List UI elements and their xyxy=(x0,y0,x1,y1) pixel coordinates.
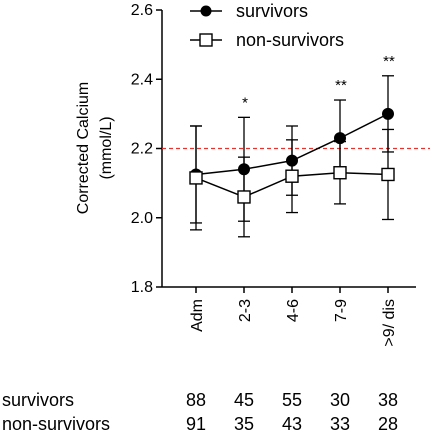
y-tick-label: 2.4 xyxy=(131,71,153,88)
series-non-survivors xyxy=(189,125,395,238)
count-cell: 55 xyxy=(281,390,303,410)
annotations-group: ***** xyxy=(242,53,395,112)
count-row-survivors: survivors 88 45 55 30 38 xyxy=(0,390,440,412)
significance-marker: * xyxy=(242,94,248,111)
legend: survivors non-survivors xyxy=(190,1,344,50)
count-cell: 30 xyxy=(329,390,351,410)
x-tick-label: >9/ dis xyxy=(381,299,398,347)
legend-marker xyxy=(200,5,212,17)
count-cell: 33 xyxy=(329,414,351,434)
legend-label: survivors xyxy=(236,1,308,21)
x-tick-label: 4-6 xyxy=(285,299,302,322)
axes: 1.8 2.0 2.2 2.4 2.6 Adm 2-3 4-6 7-9 >9/ dis Correc… xyxy=(75,2,416,347)
count-cell: 91 xyxy=(185,414,207,434)
chart: 1.8 2.0 2.2 2.4 2.6 Adm 2-3 4-6 7-9 >9/ dis Correc… xyxy=(75,1,430,347)
data-point xyxy=(237,190,251,204)
count-cell: 45 xyxy=(233,390,255,410)
legend-marker xyxy=(199,33,213,47)
count-cell: 35 xyxy=(233,414,255,434)
x-tick-label: 2-3 xyxy=(237,299,254,322)
count-cell: 28 xyxy=(377,414,399,434)
y-tick-label: 2.6 xyxy=(131,2,153,19)
data-point xyxy=(285,169,299,183)
significance-marker: ** xyxy=(335,77,347,94)
y-axis-title-line2: (mmol/L) xyxy=(98,116,115,179)
data-point xyxy=(189,171,203,185)
significance-marker: ** xyxy=(383,53,395,70)
y-tick-label: 2.2 xyxy=(131,141,153,158)
legend-label: non-survivors xyxy=(236,30,344,50)
y-axis-title-line1: Corrected Calcium xyxy=(75,82,92,214)
count-row-label: survivors xyxy=(2,390,75,410)
data-point xyxy=(333,166,347,180)
y-tick-label: 2.0 xyxy=(131,210,153,227)
count-row-non-survivors: non-survivors 91 35 43 33 28 xyxy=(0,414,440,436)
count-cell: 38 xyxy=(377,390,399,410)
count-row-label: non-survivors xyxy=(2,414,111,434)
series-group xyxy=(189,75,395,238)
data-point xyxy=(381,167,395,182)
x-tick-label: Adm xyxy=(189,299,206,332)
data-point xyxy=(382,107,394,120)
count-cell: 88 xyxy=(185,390,207,410)
x-tick-label: 7-9 xyxy=(333,299,350,322)
y-tick-label: 1.8 xyxy=(131,279,153,296)
count-cell: 43 xyxy=(281,414,303,434)
